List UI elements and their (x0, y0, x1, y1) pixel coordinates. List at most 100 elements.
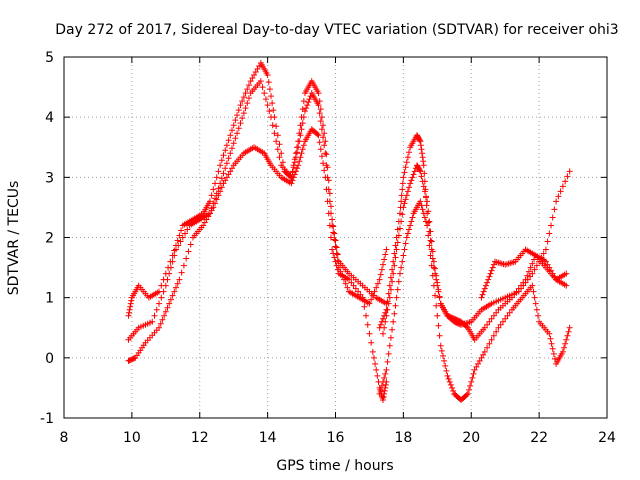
data-point (174, 237, 181, 244)
data-point (394, 239, 401, 246)
data-point (463, 391, 470, 398)
data-point (269, 100, 276, 107)
data-point (532, 300, 539, 307)
data-point (488, 336, 495, 343)
data-point (478, 294, 485, 301)
data-point (218, 184, 225, 191)
data-point (467, 382, 474, 389)
data-point (385, 300, 392, 307)
data-point (424, 222, 431, 229)
data-point (395, 278, 402, 285)
data-point (486, 273, 493, 280)
data-point (559, 348, 566, 355)
data-point (227, 150, 234, 157)
data-point (419, 154, 426, 161)
data-point (295, 144, 302, 151)
data-point (176, 232, 183, 239)
data-point (409, 174, 416, 181)
data-point (540, 250, 547, 257)
data-point (450, 387, 457, 394)
data-point (402, 240, 409, 247)
data-point (178, 227, 185, 234)
data-point (251, 72, 258, 79)
data-point (217, 162, 224, 169)
data-point (386, 294, 393, 301)
x-tick-label: 10 (123, 430, 141, 446)
data-point (225, 155, 232, 162)
data-point (315, 102, 322, 109)
data-point (361, 303, 368, 310)
data-point (490, 332, 497, 339)
data-point (249, 75, 256, 82)
data-point (344, 284, 351, 291)
data-point (406, 149, 413, 156)
data-point (178, 269, 185, 276)
data-point (546, 230, 553, 237)
data-point (321, 142, 328, 149)
data-point (368, 339, 375, 346)
data-point (261, 90, 268, 97)
data-point (555, 193, 562, 200)
data-point (392, 242, 399, 249)
data-point (515, 285, 522, 292)
data-point (225, 171, 232, 178)
data-point (149, 318, 156, 325)
data-point (217, 188, 224, 195)
data-point (201, 219, 208, 226)
data-point (220, 152, 227, 159)
data-point (392, 254, 399, 261)
data-point (470, 370, 477, 377)
data-point (406, 226, 413, 233)
data-point (407, 180, 414, 187)
data-point (235, 107, 242, 114)
data-point (222, 177, 229, 184)
data-point (274, 146, 281, 153)
data-point (478, 354, 485, 361)
x-tick-label: 14 (259, 430, 277, 446)
data-point (403, 234, 410, 241)
data-point (436, 332, 443, 339)
data-point (434, 279, 441, 286)
data-point (548, 340, 555, 347)
series-track-c (125, 126, 390, 403)
data-point (504, 312, 511, 319)
data-point (416, 137, 423, 144)
series-track-b (125, 78, 390, 343)
data-point (299, 120, 306, 127)
data-point (429, 248, 436, 255)
data-point (399, 180, 406, 187)
data-point (215, 185, 222, 192)
data-point (259, 84, 266, 91)
data-point (315, 90, 322, 97)
data-point (441, 357, 448, 364)
data-point (297, 154, 304, 161)
data-point (177, 238, 184, 245)
data-point (484, 279, 491, 286)
data-point (264, 102, 271, 109)
data-point (369, 348, 376, 355)
data-point (533, 306, 540, 313)
data-point (424, 198, 431, 205)
data-point (355, 288, 362, 295)
data-point (321, 130, 328, 137)
data-point (213, 196, 220, 203)
data-point (384, 306, 391, 313)
data-point (408, 177, 415, 184)
data-point (210, 186, 217, 193)
data-point (232, 135, 239, 142)
data-point (486, 340, 493, 347)
data-point (398, 218, 405, 225)
data-point (410, 171, 417, 178)
data-point (391, 262, 398, 269)
data-point (518, 282, 525, 289)
data-point (469, 374, 476, 381)
data-point (497, 321, 504, 328)
data-point (378, 266, 385, 273)
data-point (318, 114, 325, 121)
data-point (408, 218, 415, 225)
data-point (403, 159, 410, 166)
data-point (429, 255, 436, 262)
data-point (218, 157, 225, 164)
data-point (529, 282, 536, 289)
data-point (373, 366, 380, 373)
